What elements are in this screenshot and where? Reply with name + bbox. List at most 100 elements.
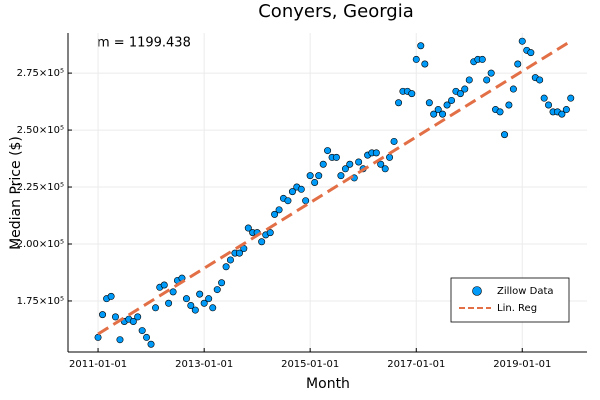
point (461, 85, 469, 93)
point (226, 256, 234, 264)
point (147, 340, 155, 348)
legend-label: Zillow Data (497, 286, 554, 297)
point (311, 178, 319, 186)
point (129, 317, 137, 325)
point (540, 94, 548, 102)
point (116, 336, 124, 344)
regression-line (97, 39, 572, 336)
point (514, 60, 522, 68)
point (152, 304, 160, 312)
point (187, 302, 195, 310)
point (518, 37, 526, 45)
point (341, 165, 349, 173)
point (160, 281, 168, 289)
point (306, 172, 314, 180)
chart-title: Conyers, Georgia (258, 1, 414, 22)
x-tick-label: 2019-01-01 (493, 359, 551, 370)
point (448, 96, 456, 104)
point (417, 42, 425, 50)
point (191, 306, 199, 314)
point (209, 304, 217, 312)
point (434, 106, 442, 114)
point (107, 292, 115, 300)
point (505, 101, 513, 109)
point (111, 313, 119, 321)
point (222, 263, 230, 271)
point (182, 295, 190, 303)
point (483, 76, 491, 84)
point (319, 160, 327, 168)
point (200, 299, 208, 307)
point (372, 149, 380, 157)
point (94, 333, 102, 341)
point (465, 76, 473, 84)
point (258, 238, 266, 246)
legend-marker (472, 286, 482, 296)
x-tick-label: 2015-01-01 (281, 359, 339, 370)
point (196, 290, 204, 298)
point (205, 295, 213, 303)
y-axis-label: Median Price ($) (8, 136, 24, 250)
y-tick-label: 2.25×10⁵ (17, 182, 64, 193)
y-tick-label: 2.50×10⁵ (17, 125, 64, 136)
point (275, 206, 283, 214)
point (443, 101, 451, 109)
point (244, 224, 252, 232)
y-tick-label: 1.75×10⁵ (17, 296, 64, 307)
x-axis-label: Month (306, 376, 350, 392)
point (386, 153, 394, 161)
point (169, 288, 177, 296)
point (408, 90, 416, 98)
point (377, 160, 385, 168)
point (496, 108, 504, 116)
point (355, 158, 363, 166)
point (165, 299, 173, 307)
point (425, 99, 433, 107)
point (439, 110, 447, 118)
point (288, 188, 296, 196)
point (324, 147, 332, 155)
x-tick-label: 2017-01-01 (387, 359, 445, 370)
point (266, 229, 274, 237)
point (501, 131, 509, 139)
point (545, 101, 553, 109)
point (567, 94, 575, 102)
point (332, 153, 340, 161)
point (527, 49, 535, 57)
point (284, 197, 292, 205)
point (213, 286, 221, 294)
y-tick-label: 2.75×10⁵ (17, 68, 64, 79)
point (390, 137, 398, 145)
point (138, 327, 146, 335)
point (412, 55, 420, 63)
point (297, 185, 305, 193)
point (509, 85, 517, 93)
y-tick-label: 2.00×10⁵ (17, 239, 64, 250)
point (478, 55, 486, 63)
point (562, 106, 570, 114)
point (235, 249, 243, 257)
point (143, 333, 151, 341)
point (218, 279, 226, 287)
point (337, 172, 345, 180)
point (381, 165, 389, 173)
point (99, 311, 107, 319)
point (134, 313, 142, 321)
point (346, 160, 354, 168)
point (487, 69, 495, 77)
legend-label: Lin. Reg (497, 303, 537, 314)
point (430, 110, 438, 118)
x-tick-label: 2011-01-01 (69, 359, 127, 370)
x-tick-label: 2013-01-01 (175, 359, 233, 370)
point (315, 172, 323, 180)
legend-box (450, 277, 570, 323)
point (302, 197, 310, 205)
point (395, 99, 403, 107)
point (536, 76, 544, 84)
point (456, 90, 464, 98)
point (271, 210, 279, 218)
point (421, 60, 429, 68)
point (558, 110, 566, 118)
annotation: m = 1199.438 (97, 36, 191, 51)
